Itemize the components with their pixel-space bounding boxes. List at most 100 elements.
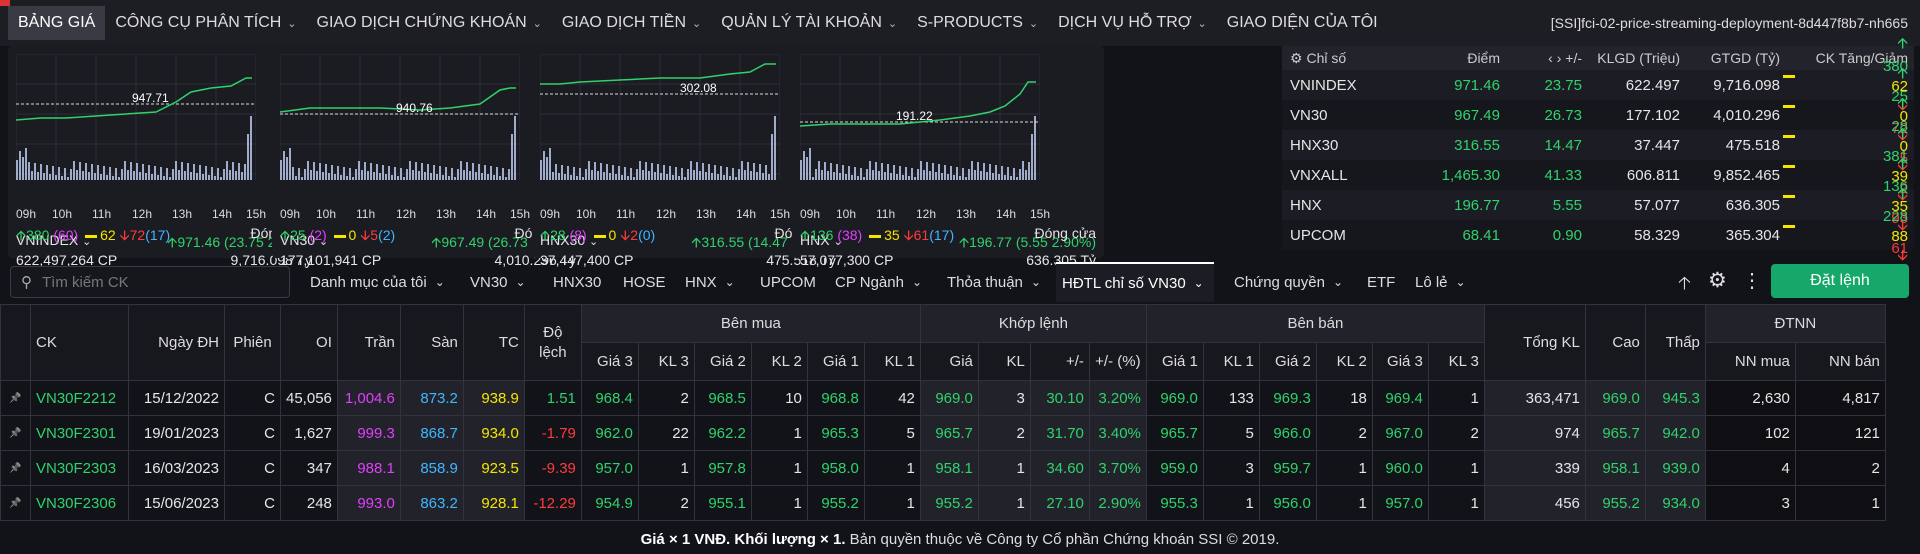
place-order-button[interactable]: Đặt lệnh [1771,264,1909,298]
volume-bar [573,167,575,180]
chart-index-name[interactable]: VNINDEX ⌄ [16,232,92,248]
time-tick-label: 10h [836,207,857,221]
volume-bar [403,177,405,180]
volume-bar [567,166,569,180]
volume-bar [379,173,381,180]
filter-tab[interactable]: ETF [1367,273,1396,291]
symbol[interactable]: VN30F2306 [30,485,129,521]
price-cell: 1 [1427,450,1485,486]
filter-tab[interactable]: VN30 ⌄ [470,273,526,291]
index-row[interactable]: HNX30 316.55 14.47 37.447 475.518 🡩 28 0 🡫 2 [1282,95,1914,197]
filter-tab[interactable]: HĐTL chỉ số VN30 ⌄ [1056,262,1214,302]
index-summary-table: ⚙ Chỉ số Điểm ‹ › +/- KLGD (Triệu) GTGD … [1282,35,1914,287]
volume-bar [633,177,635,180]
upload-icon[interactable]: 🡡 [1678,273,1691,293]
nav-item-7[interactable]: GIAO DIỆN CỦA TÔI [1226,14,1378,31]
search-input[interactable]: ⚲ Tìm kiếm CK [10,266,290,298]
pin-icon[interactable]: 📌 [0,450,31,486]
nav-item-3[interactable]: GIAO DỊCH TIỀN ⌄ [561,14,702,31]
arrow-down-icon: 🡫 [360,227,371,243]
volume-bar [445,167,447,180]
col-ck: CK [30,304,129,381]
chart-index-name[interactable]: HNX30 ⌄ [540,232,599,248]
pin-icon[interactable]: 📌 [0,380,31,416]
gear-icon[interactable]: ⚙ [1290,49,1307,66]
price-cell: 3.20% [1088,380,1147,416]
index-chart-panel[interactable]: 191.22 09h 10h 11h 12h 13h 14h 15h HNX ⌄ 🡩196.77 … [792,46,1104,268]
volume-bar [442,175,444,180]
nav-item-1[interactable]: CÔNG CỤ PHÂN TÍCH ⌄ [115,14,297,31]
volume-bar [974,170,976,180]
volume-bar [842,165,844,180]
volume-bar [91,164,93,180]
nav-item-6[interactable]: DỊCH VỤ HỖ TRỢ ⌄ [1058,14,1207,31]
col-sub-header: NN mua [1704,342,1796,381]
table-row[interactable]: 📌 VN30F2303 16/03/2023 C 347 988.1 858.9 923.5-… [0,450,1886,486]
filter-tab[interactable]: HNX ⌄ [685,273,735,291]
volume-bar [899,166,901,180]
price-cell: 133 [1202,380,1260,416]
filter-tab[interactable]: UPCOM [760,273,816,291]
price-cell: 957.0 [1371,485,1429,521]
reference: 934.0 [462,415,525,451]
index-row[interactable]: VN30 967.49 26.73 177.102 4,010.296 🡩 25 0 🡫 5 [1282,65,1914,167]
volume-bar [412,170,414,180]
unchanged-bar-icon [1783,75,1795,78]
symbol[interactable]: VN30F2212 [30,380,129,416]
nav-item-4[interactable]: QUẢN LÝ TÀI KHOẢN ⌄ [721,14,898,31]
index-name: VNINDEX [1290,76,1357,94]
volume-bar [818,161,820,180]
filter-tab[interactable]: Danh mục của tôi ⌄ [310,273,445,291]
filter-tab[interactable]: Chứng quyền ⌄ [1234,273,1343,291]
index-row[interactable]: VNXALL 1,465.30 41.33 606.811 9,852.465 🡩 381… [1282,125,1914,227]
time-tick-label: 12h [396,207,417,221]
price-cell: 969.0 [1584,380,1646,416]
price-cell: 339 [1483,450,1586,486]
pin-icon[interactable]: 📌 [0,485,31,521]
symbol[interactable]: VN30F2303 [30,450,129,486]
gear-icon[interactable]: ⚙ [1708,269,1727,292]
symbol[interactable]: VN30F2301 [30,415,129,451]
table-row[interactable]: 📌 VN30F2301 19/01/2023 C 1,627 999.3 868.7 934.… [0,415,1886,451]
volume-bar [181,162,183,180]
volume-bar [331,165,333,180]
volume-bar [115,168,117,180]
volume-bar [540,160,542,180]
chart-index-name[interactable]: VN30 ⌄ [280,232,329,248]
index-breadth: 🡩 136 35 🡫 61 [1780,153,1908,257]
price-cell: 968.8 [806,380,865,416]
volume-bar [79,162,81,180]
nav-item-5[interactable]: S-PRODUCTS ⌄ [917,14,1039,31]
volume-bar [654,172,656,180]
price-cell: 4,817 [1794,380,1886,416]
price-cell: 960.0 [1371,450,1429,486]
filter-tab[interactable]: HNX30 [553,273,602,291]
pin-icon[interactable]: 📌 [0,415,31,451]
filter-tab[interactable]: CP Ngành ⌄ [835,273,922,291]
volume-bar [693,170,695,180]
index-row[interactable]: HNX 196.77 5.55 57.077 636.305 🡩 136 35 🡫 61 [1282,155,1914,257]
nav-item-0[interactable]: BẢNG GIÁ [8,6,106,40]
price-cell: 22 [637,415,695,451]
volume-bar [717,174,719,180]
filter-tab[interactable]: Lô lẻ ⌄ [1415,273,1466,291]
index-row[interactable]: VNINDEX 971.46 23.75 622.497 9,716.098 🡩 380 6… [1282,35,1914,137]
volume-bar [714,165,716,180]
volume-bar [226,161,228,180]
filter-tab[interactable]: Thỏa thuận ⌄ [947,273,1041,291]
sort-arrows-icon[interactable]: ‹ › [1548,50,1566,66]
more-icon[interactable]: ⋮ [1742,270,1762,292]
volume-bar [307,161,309,180]
volume-bar [690,161,692,180]
chart-index-name[interactable]: HNX ⌄ [800,232,843,248]
filter-tab[interactable]: HOSE [623,273,666,291]
reference-value-label: 191.22 [896,109,933,123]
table-row[interactable]: 📌 VN30F2212 15/12/2022 C 45,056 1,004.6 873.2 9… [0,380,1886,416]
unchanged-bar-icon [1783,105,1795,108]
nav-item-2[interactable]: GIAO DỊCH CHỨNG KHOÁN ⌄ [316,14,542,31]
volume-bar [660,173,662,180]
volume-bar [735,177,737,180]
volume-bar [824,162,826,180]
table-row[interactable]: 📌 VN30F2306 15/06/2023 C 248 993.0 863.2 928.1-… [0,485,1886,521]
